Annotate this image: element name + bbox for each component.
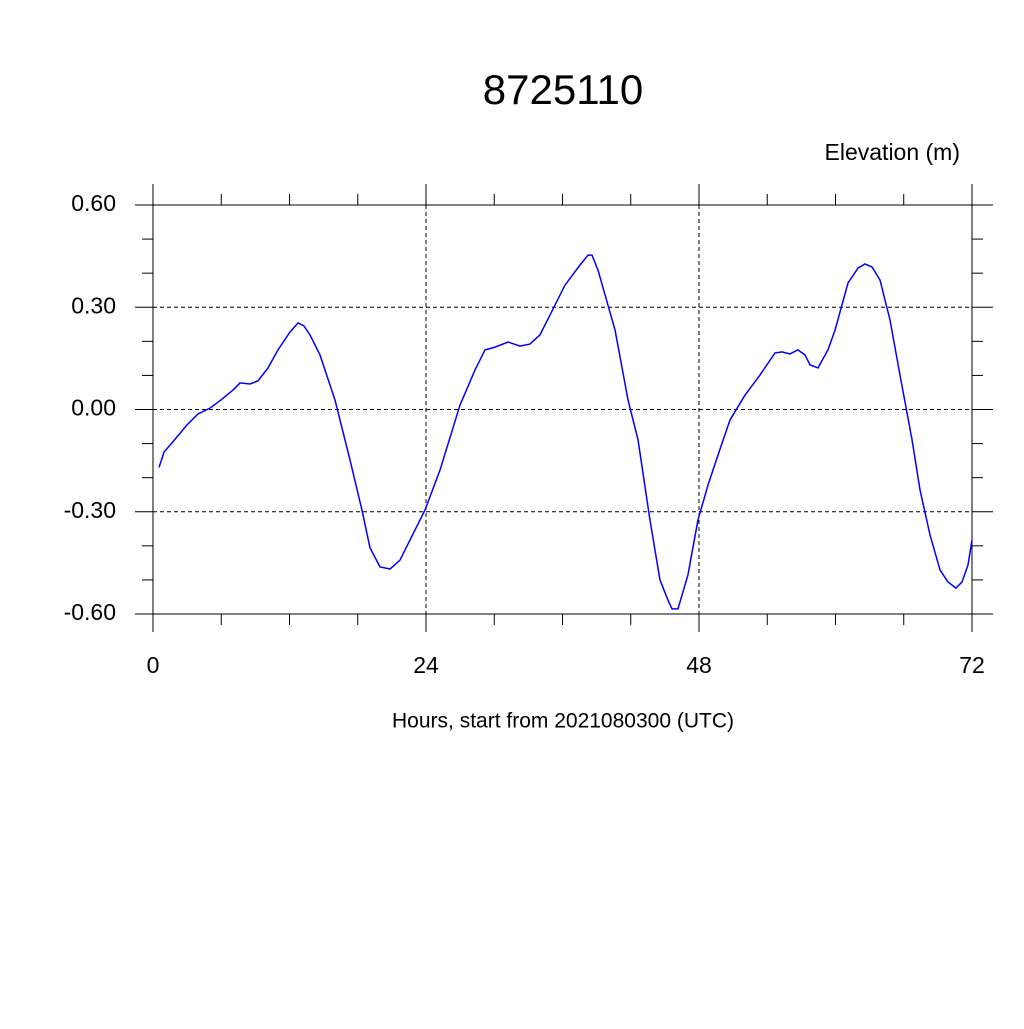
data-line xyxy=(158,254,973,610)
x-tick-label: 0 xyxy=(147,652,160,678)
x-tick-label: 24 xyxy=(413,652,439,678)
y-axis-label: Elevation (m) xyxy=(825,139,960,165)
x-tick-label: 72 xyxy=(959,652,985,678)
y-tick-label: 0.00 xyxy=(71,395,116,421)
y-tick-label: 0.30 xyxy=(71,292,116,318)
y-tick-label: -0.30 xyxy=(64,497,116,523)
y-tick-label: 0.60 xyxy=(71,190,116,216)
y-tick-label: -0.60 xyxy=(64,599,116,625)
chart-title: 8725110 xyxy=(483,66,643,113)
x-axis-label: Hours, start from 2021080300 (UTC) xyxy=(392,710,734,733)
x-tick-label: 48 xyxy=(686,652,712,678)
